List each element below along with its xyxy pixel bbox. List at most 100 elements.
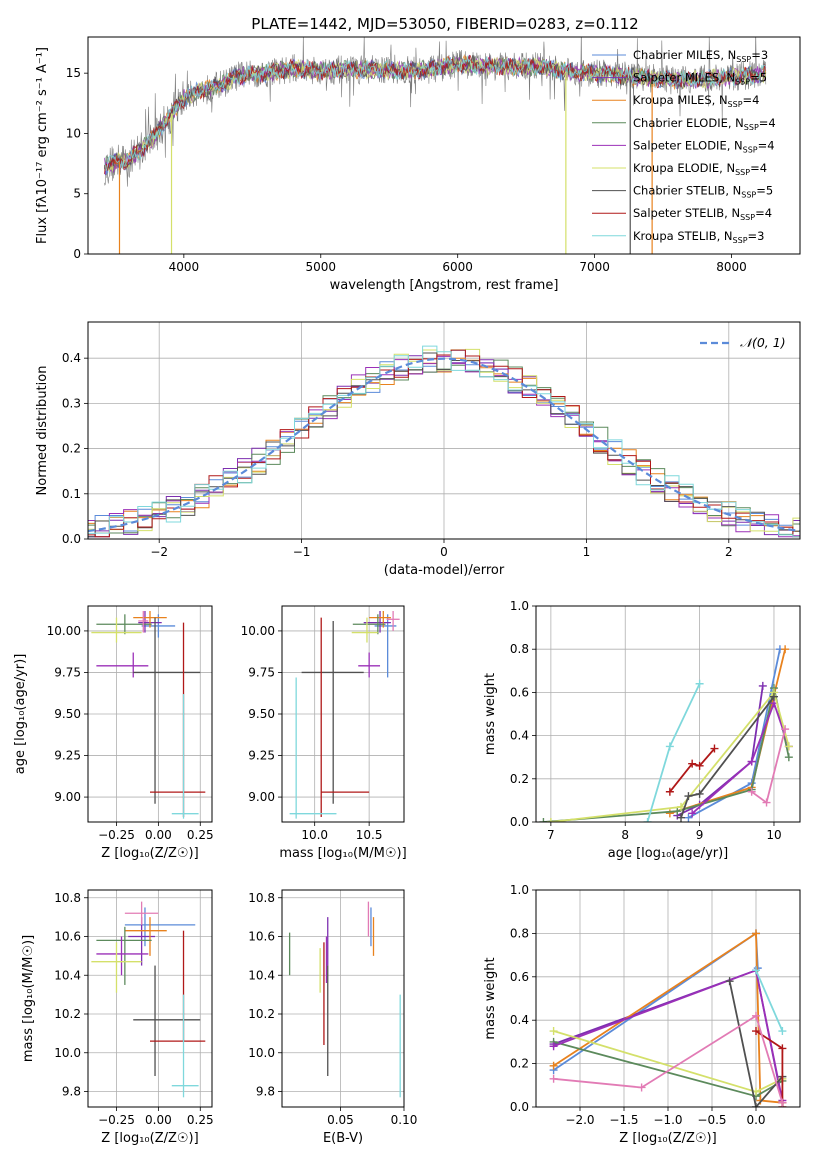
y-tick-label: 0.6	[510, 685, 529, 699]
weight-marker	[784, 753, 793, 762]
data-point-kroupa-stelib	[171, 994, 199, 1098]
weight-line-salpeter-stelib	[669, 748, 716, 793]
legend-label: Chabrier MILES, NSSP=3	[633, 48, 768, 64]
figure-title: PLATE=1442, MJD=53050, FIBERID=0283, z=0…	[251, 15, 638, 33]
weight-marker	[758, 681, 767, 690]
weight-marker	[747, 757, 756, 766]
x-axis-label: Z [log₁₀(Z/Z☉)]	[101, 1131, 198, 1146]
weight-marker	[769, 692, 778, 701]
model-kroupa-stelib-line	[104, 55, 766, 172]
weight-marker	[725, 977, 734, 986]
weight-line-pink	[553, 1014, 784, 1103]
weight-marker	[781, 645, 790, 654]
y-tick-label: 9.00	[248, 790, 275, 804]
spectrum-panel: Chabrier MILES, NSSP=3 Salpeter MILES, NS…	[35, 36, 801, 293]
y-tick-label: 10.4	[248, 968, 275, 982]
y-tick-label: 0.4	[62, 351, 81, 365]
weight-marker	[778, 1098, 787, 1107]
x-axis-label: (data-model)/error	[384, 563, 505, 578]
y-tick-label: 1.0	[510, 883, 529, 897]
weight-marker	[752, 966, 760, 975]
weight-marker	[665, 742, 674, 751]
y-tick-label: 9.25	[248, 749, 275, 763]
weight-marker	[695, 789, 704, 798]
y-tick-label: 10.00	[47, 624, 81, 638]
x-tick-label: 0.00	[145, 828, 172, 842]
data-point-chabrier-elodie	[352, 614, 386, 635]
y-tick-label: 0.1	[62, 487, 81, 501]
data-point-salpeter-stelib	[320, 617, 370, 818]
weight-line-salpeter-elodie	[691, 700, 790, 815]
y-tick-label: 0.6	[510, 970, 529, 984]
weight-marker	[539, 818, 548, 822]
x-tick-label: 9	[696, 828, 704, 842]
weight-marker	[643, 818, 652, 822]
x-axis-label: E(B-V)	[323, 1131, 363, 1146]
plot-area	[88, 890, 212, 1107]
weight-marker	[778, 1044, 787, 1053]
x-tick-label: −0.5	[697, 1113, 726, 1127]
x-tick-label: 0.25	[187, 828, 214, 842]
y-tick-label: 0	[73, 247, 81, 261]
residuals-legend: 𝒩(0, 1)	[700, 335, 786, 350]
weight-marker	[747, 787, 756, 796]
x-tick-label: −1.5	[609, 1113, 638, 1127]
y-tick-label: 9.25	[54, 749, 81, 763]
y-tick-label: 9.50	[248, 707, 275, 721]
weight-marker	[677, 813, 686, 822]
y-tick-label: 10.0	[248, 1046, 275, 1060]
data-point-chabrier-elodie	[96, 926, 152, 985]
x-tick-label: 0.25	[187, 1113, 214, 1127]
data-point-kroupa-stelib	[289, 677, 337, 819]
data-point-pink	[124, 901, 159, 925]
age-vs-metallicity-panel: −0.25 0.00 0.25 9.00 9.25 9.50 9.75 10.00 Z [log…	[13, 605, 214, 861]
y-tick-label: 9.75	[248, 665, 275, 679]
histogram-kroupa-miles	[88, 357, 800, 534]
y-tick-label: 15	[66, 66, 81, 80]
weight-line-chabrier-stelib	[680, 696, 775, 818]
data-point-kroupa-elodie	[91, 617, 142, 643]
x-tick-label: 5000	[305, 260, 336, 274]
x-tick-label: 4000	[169, 260, 200, 274]
data-point-chabrier-stelib	[301, 620, 364, 804]
y-axis-label: age [log₁₀(age/yr)]	[13, 654, 28, 775]
mass-vs-ebv-panel: 0.05 0.10 9.8 10.0 10.2 10.4 10.6 10.8 E(B-V)	[248, 889, 417, 1146]
weight-marker	[549, 1061, 558, 1070]
x-tick-label: 8000	[716, 260, 747, 274]
axes-border	[87, 889, 213, 1108]
plot-area	[536, 606, 800, 822]
legend-label: Chabrier STELIB, NSSP=5	[633, 184, 773, 200]
legend-label: Chabrier ELODIE, NSSP=4	[633, 116, 776, 132]
y-tick-label: 9.50	[54, 707, 81, 721]
weight-marker	[778, 1027, 787, 1036]
weight-line-kroupa-miles	[553, 931, 783, 1104]
plot-area	[88, 322, 800, 539]
weight-marker	[688, 809, 697, 818]
x-axis-label: Z [log₁₀(Z/Z☉)]	[619, 1131, 716, 1146]
weight-marker	[695, 761, 704, 770]
legend-label: Salpeter MILES, NSSP=5	[633, 71, 767, 87]
x-tick-label: 7000	[579, 260, 610, 274]
x-tick-label: 1	[583, 545, 591, 559]
histogram-kroupa-stelib	[88, 345, 800, 538]
y-tick-label: 10.8	[54, 891, 81, 905]
x-tick-label: 10	[766, 828, 781, 842]
x-tick-label: 0	[440, 545, 448, 559]
y-axis-label: Flux [fλ10⁻¹⁷ erg cm⁻² s⁻¹ A⁻¹]	[35, 47, 50, 244]
x-tick-label: −1.0	[653, 1113, 682, 1127]
plot-area	[282, 606, 404, 822]
y-tick-label: 9.8	[62, 1085, 81, 1099]
data-point-pink	[138, 610, 149, 633]
y-tick-label: 10.6	[248, 930, 275, 944]
weight-marker	[549, 1042, 558, 1051]
weight-marker	[752, 929, 760, 938]
y-tick-label: 9.75	[54, 665, 81, 679]
y-tick-label: 10.8	[248, 891, 275, 905]
y-tick-label: 9.00	[54, 790, 81, 804]
y-tick-label: 10.00	[241, 624, 275, 638]
y-tick-label: 9.8	[256, 1085, 275, 1099]
x-tick-label: 0.00	[145, 1113, 172, 1127]
data-point-salpeter-elodie	[358, 652, 381, 678]
y-tick-label: 10	[66, 126, 81, 140]
